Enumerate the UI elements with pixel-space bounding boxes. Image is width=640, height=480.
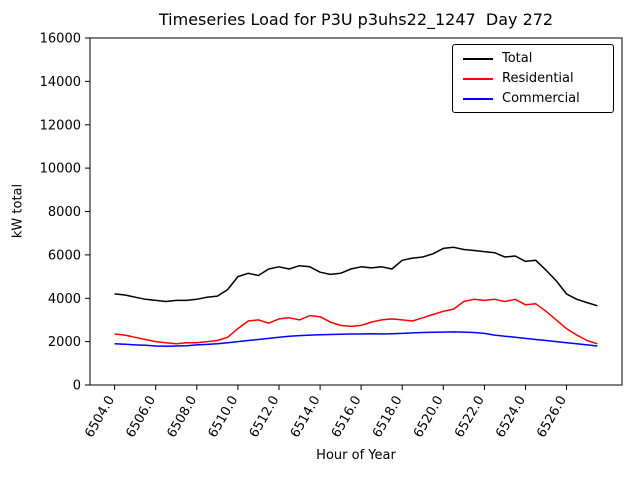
x-tick-label: 6518.0 xyxy=(370,394,406,441)
y-tick-label: 4000 xyxy=(48,292,81,307)
x-tick-label: 6510.0 xyxy=(206,394,242,441)
legend-item-total: Total xyxy=(463,52,603,65)
x-tick-label: 6504.0 xyxy=(82,394,118,441)
y-tick-label: 8000 xyxy=(48,205,81,220)
x-tick-label: 6522.0 xyxy=(452,394,488,441)
x-tick-label: 6524.0 xyxy=(493,394,529,441)
y-tick-label: 0 xyxy=(73,379,81,394)
y-tick-label: 16000 xyxy=(40,32,81,47)
commercial-line-swatch xyxy=(463,97,493,100)
x-tick-label: 6506.0 xyxy=(123,394,159,441)
series-line-residential xyxy=(114,298,598,345)
chart-title: Timeseries Load for P3U p3uhs22_1247 Day… xyxy=(158,10,554,29)
legend-item-commercial: Commercial xyxy=(463,92,603,105)
series-line-commercial xyxy=(114,331,598,347)
axes-box xyxy=(89,37,623,386)
legend-label-commercial: Commercial xyxy=(502,91,580,106)
y-tick-label: 6000 xyxy=(48,248,81,263)
residential-line-swatch xyxy=(463,77,493,80)
x-tick-label: 6508.0 xyxy=(165,394,201,441)
x-tick-label: 6520.0 xyxy=(411,394,447,441)
series-line-total xyxy=(114,246,598,307)
legend-label-residential: Residential xyxy=(502,71,574,86)
y-tick-label: 12000 xyxy=(40,118,81,133)
legend: Total Residential Commercial xyxy=(452,44,614,113)
y-tick-label: 2000 xyxy=(48,335,81,350)
y-axis-label: kW total xyxy=(10,183,26,239)
x-tick-label: 6514.0 xyxy=(288,394,324,441)
x-tick-label: 6512.0 xyxy=(247,394,283,441)
y-tick-label: 10000 xyxy=(40,162,81,177)
x-tick-label: 6526.0 xyxy=(534,394,570,441)
x-tick-label: 6516.0 xyxy=(329,394,365,441)
legend-label-total: Total xyxy=(502,51,533,66)
x-axis-label: Hour of Year xyxy=(316,448,396,463)
total-line-swatch xyxy=(463,57,493,60)
y-tick-label: 14000 xyxy=(40,75,81,90)
legend-item-residential: Residential xyxy=(463,72,603,85)
